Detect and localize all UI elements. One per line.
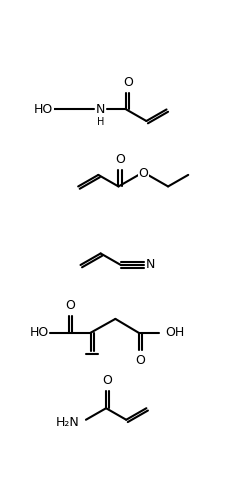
- Text: O: O: [135, 353, 145, 366]
- Text: O: O: [138, 167, 148, 180]
- Text: O: O: [66, 299, 75, 312]
- Text: HO: HO: [34, 103, 53, 116]
- Text: N: N: [146, 258, 155, 271]
- Text: N: N: [96, 103, 105, 116]
- Text: HO: HO: [29, 326, 49, 339]
- Text: O: O: [123, 76, 133, 89]
- Text: OH: OH: [165, 326, 184, 339]
- Text: O: O: [115, 152, 125, 166]
- Text: H₂N: H₂N: [56, 416, 80, 429]
- Text: H: H: [97, 117, 104, 127]
- Text: O: O: [103, 374, 113, 388]
